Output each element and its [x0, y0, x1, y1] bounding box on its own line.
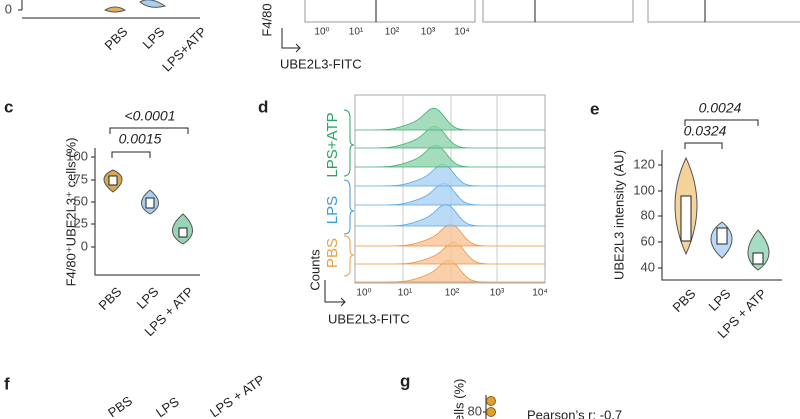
y-label: F4/80⁺UBE2L3⁺ cells (%) — [63, 138, 78, 287]
plot-frame — [482, 0, 634, 23]
box — [178, 227, 188, 238]
annotation: Pearson’s r: -0.7 — [527, 407, 622, 419]
x-label: LPS — [140, 24, 168, 52]
brace — [343, 235, 355, 277]
plot-frame — [304, 0, 476, 23]
axis — [91, 148, 200, 276]
gate-line — [375, 0, 706, 22]
x-tick-label: 10⁴ — [454, 27, 469, 38]
column-label: LPS + ATP — [207, 372, 267, 419]
box — [716, 227, 728, 245]
bracket — [111, 151, 151, 158]
point — [486, 396, 496, 406]
violin — [139, 0, 167, 8]
x-label: UBE2L3-FITC — [328, 311, 410, 326]
histogram — [355, 125, 545, 149]
x-label: LPS — [706, 286, 734, 314]
group-label: LPS — [324, 196, 341, 224]
p-value: <0.0001 — [125, 108, 176, 124]
plot-frame — [354, 94, 546, 284]
x-tick-label: 10⁴ — [532, 288, 547, 299]
group-label: PBS — [324, 238, 341, 268]
brace — [343, 179, 355, 235]
x-label: LPS+ATP — [159, 24, 210, 75]
axis-arrow — [281, 28, 301, 53]
x-tick-label: 10⁰ — [356, 288, 371, 299]
x-tick-label: 10⁰ — [314, 27, 329, 38]
y-tick-label: 80 — [641, 207, 655, 222]
panel-c: c F4/80⁺UBE2L3⁺ cells (%) 100 75 50 25 0… — [4, 97, 200, 339]
x-label: PBS — [96, 284, 125, 313]
box — [680, 195, 692, 242]
panel-letter: d — [258, 97, 268, 116]
histogram — [355, 144, 545, 168]
y-tick-label: 120 — [633, 156, 655, 171]
p-value: 0.0324 — [684, 123, 727, 139]
histogram — [355, 223, 545, 247]
panel-d: d LPS+ATP LPS PBS Counts 10⁰ 10¹ 10² 10³… — [258, 94, 548, 326]
y-label: Counts — [307, 249, 322, 291]
y-tick-label: 60 — [641, 233, 655, 248]
y-label: Cells (%) — [451, 379, 466, 419]
bracket — [684, 142, 723, 149]
x-label: PBS — [670, 286, 699, 315]
box — [145, 197, 155, 209]
panel-letter: g — [400, 371, 410, 390]
axis — [18, 0, 200, 19]
y-tick-label: 0 — [81, 238, 88, 253]
y-tick-label: 100 — [66, 148, 88, 163]
x-label: PBS — [102, 24, 131, 53]
brace — [343, 109, 355, 177]
axis-arrow — [324, 280, 346, 307]
panel-g: g Cells (%) 80 Pearson’s r: -0.7 — [400, 371, 622, 419]
y-label: UBE2L3 intensity (AU) — [611, 150, 626, 280]
panel-f: f PBS LPS LPS + ATP — [4, 372, 267, 419]
axis — [658, 150, 782, 281]
violin — [103, 6, 127, 13]
x-tick-label: 10³ — [490, 288, 505, 299]
plot-frame — [647, 0, 800, 23]
x-tick-label: 10² — [445, 288, 460, 299]
y-tick-label: 25 — [74, 215, 88, 230]
p-value: 0.0024 — [699, 100, 742, 116]
point — [486, 407, 496, 417]
box — [108, 175, 118, 186]
panel-letter: e — [590, 99, 599, 118]
bracket — [684, 119, 759, 126]
x-label: UBE2L3-FITC — [280, 56, 362, 71]
p-value: 0.0015 — [119, 131, 162, 147]
column-label: LPS — [153, 394, 182, 419]
panel-e: e UBE2L3 intensity (AU) 120 100 80 60 40… — [590, 99, 782, 341]
y-tick-label: 40 — [641, 259, 655, 274]
axis — [483, 395, 487, 419]
panel-b: 0 PBS LPS LPS+ATP F4/80 10⁰ 10¹ 10² 10³ … — [5, 0, 800, 74]
x-tick-label: 10³ — [421, 27, 436, 38]
x-tick-label: 10² — [385, 27, 400, 38]
x-tick-label: 10¹ — [349, 27, 364, 38]
y-tick-label: 100 — [633, 182, 655, 197]
panel-letter: c — [4, 97, 13, 116]
x-label: LPS — [134, 284, 162, 312]
y-tick-label: 50 — [74, 193, 88, 208]
panel-letter: f — [4, 374, 10, 393]
y-label: F4/80 — [259, 3, 274, 36]
histogram — [355, 163, 545, 187]
column-label: PBS — [105, 393, 135, 419]
y-tick-label: 0 — [5, 1, 12, 16]
x-tick-label: 10¹ — [398, 288, 413, 299]
box — [752, 252, 764, 265]
y-tick-label: 80 — [468, 403, 482, 418]
histogram — [355, 182, 545, 206]
histogram — [355, 203, 545, 227]
histogram — [355, 107, 545, 131]
group-label: LPS+ATP — [324, 112, 341, 177]
bracket — [109, 127, 189, 134]
y-tick-label: 75 — [74, 171, 88, 186]
